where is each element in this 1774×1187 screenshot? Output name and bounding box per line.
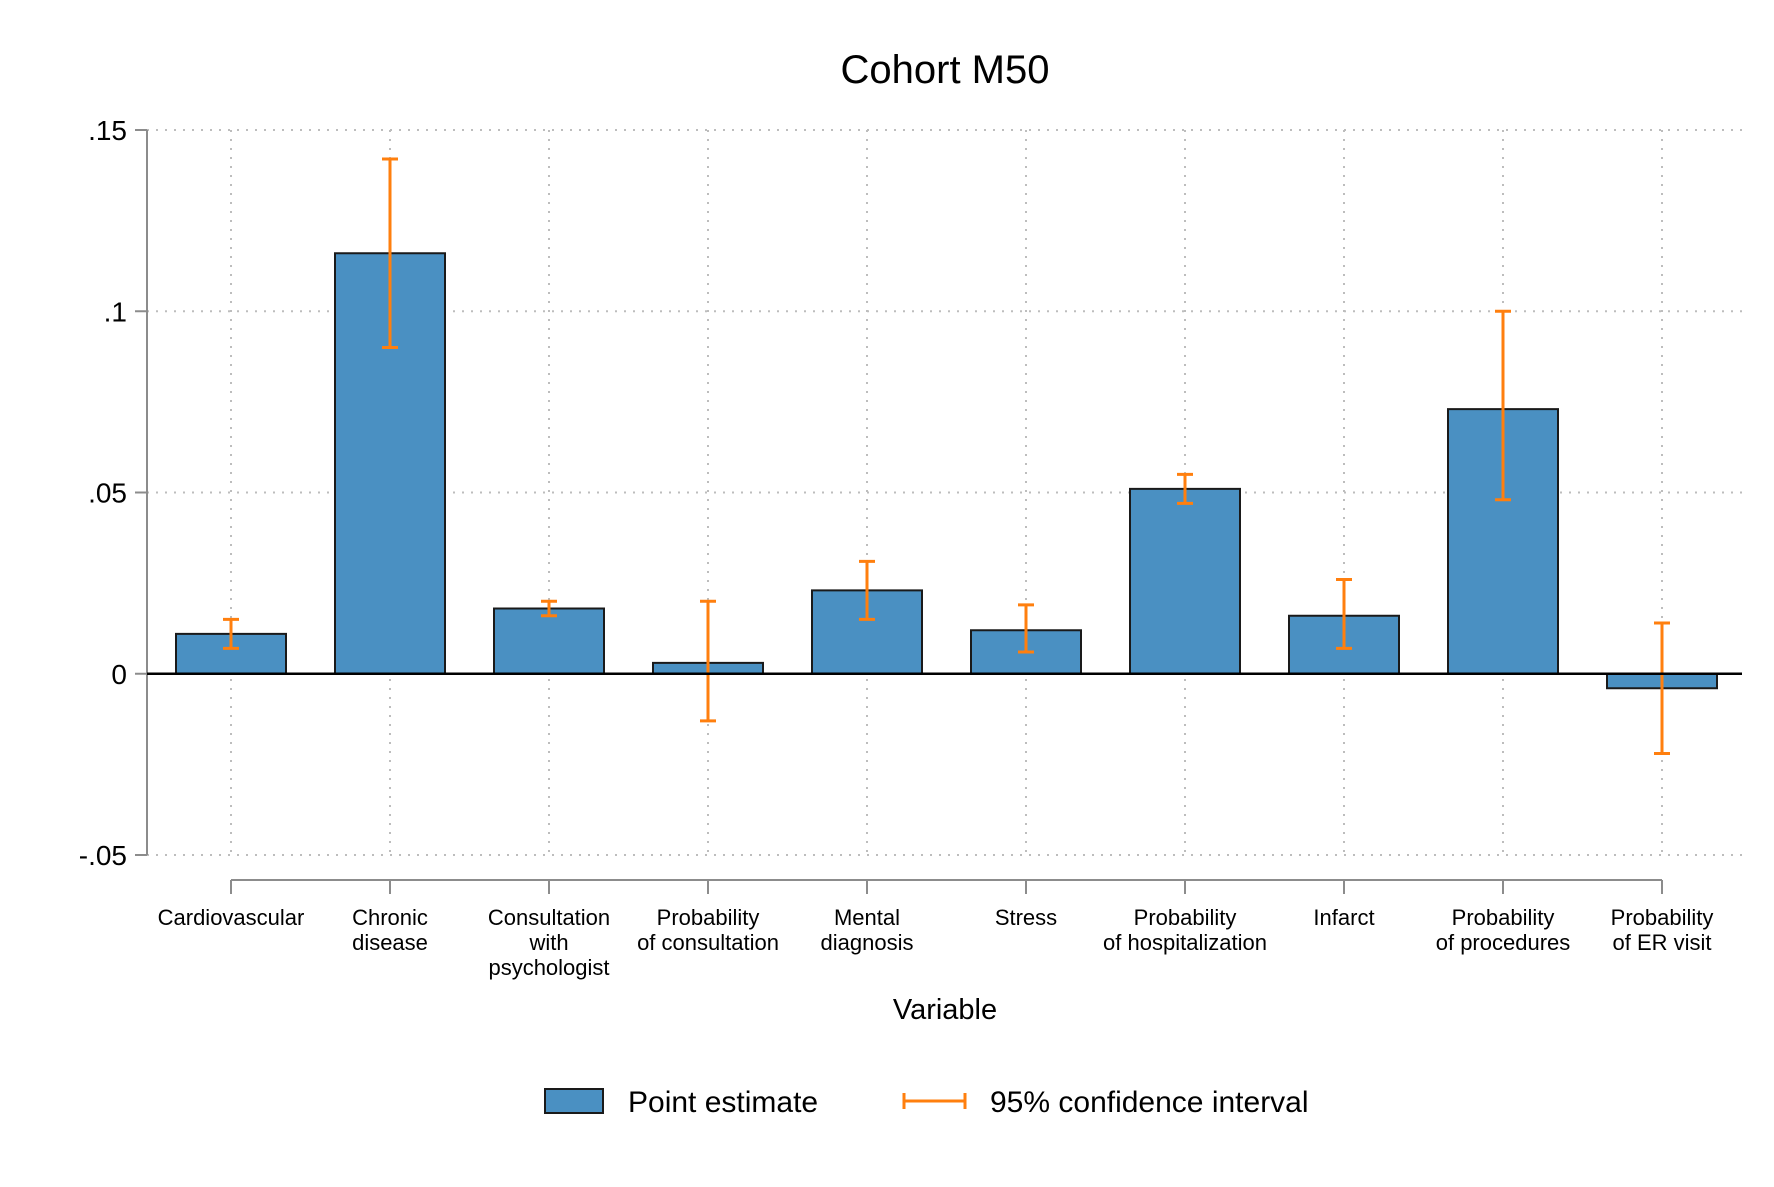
- x-tick-label: Chronic disease: [352, 905, 428, 955]
- confidence-interval: [1495, 309, 1511, 502]
- x-tick-label-line: Cardiovascular: [158, 905, 305, 930]
- x-tick-label-line: Probability: [1611, 905, 1714, 930]
- bar: [493, 607, 605, 675]
- x-tick-label: Stress: [995, 905, 1057, 930]
- legend-label-point-estimate: Point estimate: [628, 1086, 818, 1119]
- x-tick-label-line: diagnosis: [821, 930, 914, 955]
- x-tick-label: Probability of procedures: [1436, 905, 1571, 955]
- x-tick-label-line: with: [528, 930, 568, 955]
- x-tick-label: Probability of hospitalization: [1103, 905, 1267, 955]
- bars-layer: [175, 252, 1718, 690]
- x-tick-label-line: disease: [352, 930, 428, 955]
- y-tick-label: -.05: [79, 840, 127, 871]
- y-tick-label: .15: [88, 115, 127, 146]
- y-tick-label: 0: [111, 659, 127, 690]
- confidence-interval: [541, 599, 557, 618]
- y-axis: .15 .1 .05 0 -.05: [79, 115, 148, 871]
- y-tick-label: .05: [88, 478, 127, 509]
- x-tick-label: Probability of consultation: [637, 905, 779, 955]
- x-axis: Cardiovascular Chronic disease Consultation…: [158, 879, 1714, 980]
- confidence-interval: [1018, 603, 1034, 654]
- confidence-interval: [859, 559, 875, 621]
- x-tick-label-line: of hospitalization: [1103, 930, 1267, 955]
- x-axis-title: Variable: [893, 994, 997, 1026]
- x-tick-label-line: Infarct: [1313, 905, 1374, 930]
- x-tick-label: Consultation with psychologist: [488, 905, 610, 980]
- legend-swatch-confidence-interval: [902, 1093, 967, 1109]
- confidence-interval: [1654, 621, 1670, 755]
- x-tick-label-line: of procedures: [1436, 930, 1571, 955]
- x-tick-label-line: Probability: [1134, 905, 1237, 930]
- x-tick-label: Cardiovascular: [158, 905, 305, 930]
- x-tick-label-line: of ER visit: [1612, 930, 1711, 955]
- x-tick-label-line: psychologist: [488, 955, 609, 980]
- bar: [1129, 487, 1241, 675]
- confidence-interval: [700, 599, 716, 723]
- legend-swatch-point-estimate: [544, 1088, 604, 1114]
- legend: Point estimate 95% confidence interval: [544, 1086, 1309, 1119]
- confidence-interval: [1336, 578, 1352, 650]
- confidence-interval-layer: [223, 157, 1670, 755]
- x-tick-label: Mental diagnosis: [821, 905, 914, 955]
- x-tick-label-line: Probability: [1452, 905, 1555, 930]
- x-tick-label-line: Consultation: [488, 905, 610, 930]
- x-tick-label-line: Chronic: [352, 905, 428, 930]
- legend-label-confidence-interval: 95% confidence interval: [990, 1086, 1309, 1119]
- x-tick-label-line: of consultation: [637, 930, 779, 955]
- confidence-interval: [382, 157, 398, 349]
- confidence-interval: [1177, 472, 1193, 505]
- x-tick-label-line: Probability: [657, 905, 760, 930]
- x-tick-label: Probability of ER visit: [1611, 905, 1714, 955]
- chart-title: Cohort M50: [841, 48, 1050, 92]
- x-tick-label-line: Mental: [834, 905, 900, 930]
- confidence-interval: [223, 617, 239, 650]
- x-tick-label-line: Stress: [995, 905, 1057, 930]
- y-tick-label: .1: [104, 296, 127, 327]
- x-tick-label: Infarct: [1313, 905, 1374, 930]
